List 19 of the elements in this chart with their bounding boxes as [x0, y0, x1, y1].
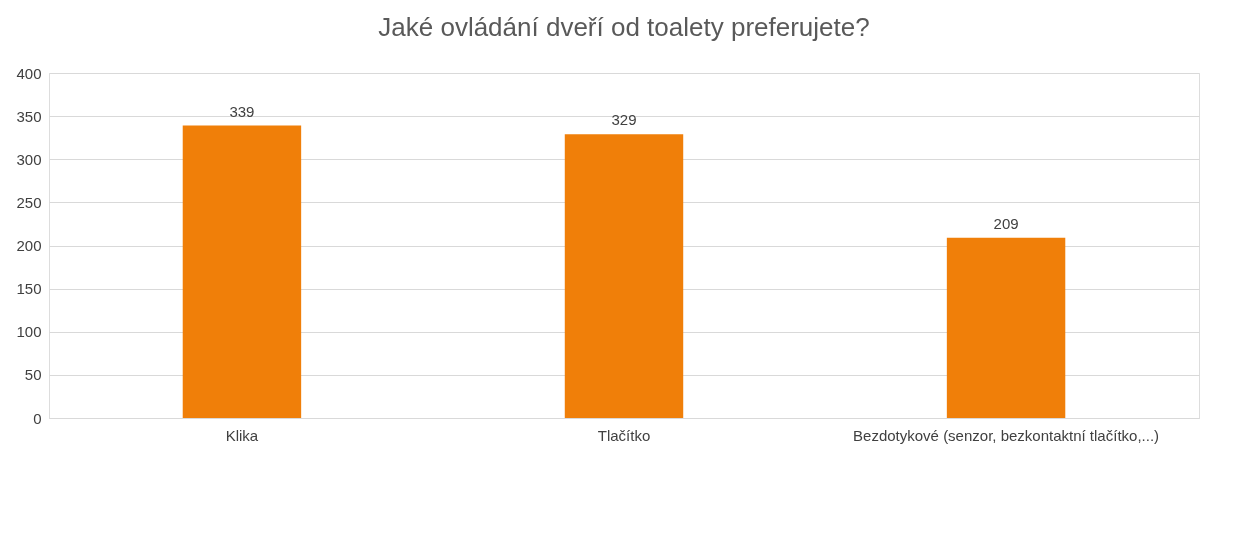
y-tick-label: 150 — [16, 280, 42, 298]
y-tick-label: 250 — [16, 193, 42, 211]
bar — [564, 134, 684, 418]
y-tick-label: 0 — [33, 409, 42, 427]
y-tick-label: 200 — [16, 237, 42, 254]
x-tick-label: Klika — [225, 426, 259, 444]
data-label: 209 — [993, 214, 1019, 232]
x-tick-label: Bezdotykové (senzor, bezkontaktní tlačítko,...) — [853, 426, 1160, 444]
y-tick-label: 400 — [16, 64, 42, 82]
data-label: 329 — [611, 111, 637, 129]
chart-title: Jaké ovládání dveří od toalety preferujete? — [378, 12, 870, 42]
y-tick-label: 50 — [24, 366, 42, 384]
bar — [946, 237, 1066, 418]
x-tick-label: Tlačítko — [597, 426, 651, 444]
data-label: 339 — [229, 102, 255, 120]
y-tick-label: 300 — [16, 150, 42, 168]
bar — [182, 125, 302, 418]
y-tick-label: 350 — [16, 107, 42, 125]
y-tick-label: 100 — [16, 323, 42, 341]
